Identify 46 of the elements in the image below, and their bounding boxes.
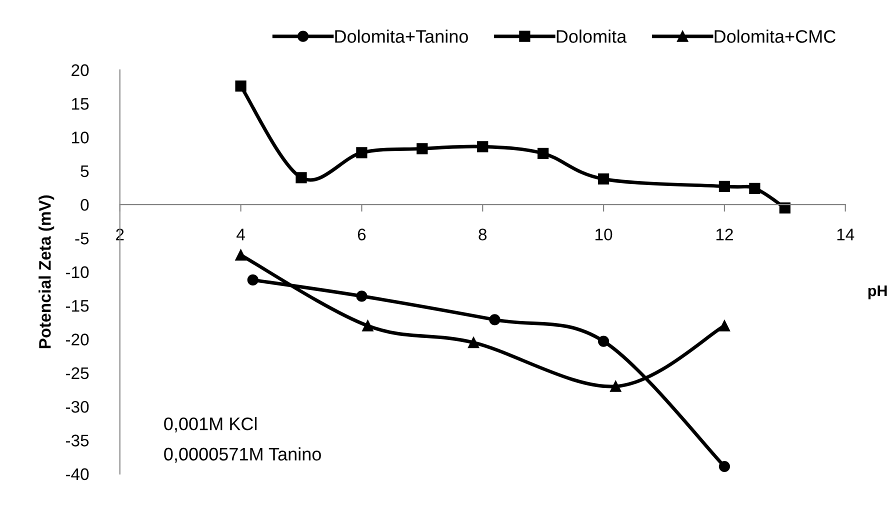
y-tick-label: -30 (66, 400, 89, 413)
point (356, 147, 368, 158)
y-tick-label: 20 (72, 64, 89, 76)
point (718, 320, 730, 332)
point (538, 148, 549, 159)
point (718, 460, 730, 472)
point (296, 172, 307, 184)
y-tick-label: 0 (80, 198, 89, 211)
x-tick-label: 6 (358, 228, 366, 240)
y-tick-label: -35 (66, 434, 89, 446)
y-tick-label: -10 (66, 266, 89, 278)
point (235, 80, 246, 92)
point (235, 250, 246, 261)
legend-label: Dolomita+CMC (714, 30, 836, 43)
legend-label: Dolomita+Tanino (335, 30, 468, 43)
annotation: 0,0000571M Tanino (164, 447, 321, 463)
point (749, 182, 760, 194)
point (610, 380, 622, 392)
x-tick-label: 10 (596, 228, 612, 240)
point (477, 141, 488, 152)
point (362, 320, 374, 332)
point (356, 290, 368, 302)
point (489, 314, 500, 326)
x-tick-label: 14 (837, 228, 854, 240)
y-tick-label: -40 (66, 468, 89, 480)
y-tick-label: 5 (80, 165, 89, 178)
y-tick-label: -5 (75, 232, 89, 244)
point (598, 336, 610, 347)
legend-label: Dolomita (556, 30, 627, 43)
point (598, 173, 610, 185)
y-tick-label: 10 (72, 132, 89, 144)
y-tick-label: -25 (66, 367, 89, 380)
x-tick-label: 12 (716, 228, 733, 240)
point (468, 337, 480, 348)
x-axis-title: pH (868, 286, 887, 300)
x-tick-label: 8 (478, 228, 487, 240)
y-axis-title: Potencial Zeta (mV) (38, 195, 54, 348)
y-tick-label: -15 (66, 300, 89, 312)
x-tick-label: 4 (236, 228, 245, 240)
point (247, 274, 258, 286)
y-tick-label: 15 (72, 98, 89, 110)
point (779, 202, 790, 214)
point (718, 180, 730, 192)
point (416, 143, 428, 154)
annotation: 0,001M KCl (164, 417, 257, 432)
y-tick-label: -20 (66, 334, 89, 346)
